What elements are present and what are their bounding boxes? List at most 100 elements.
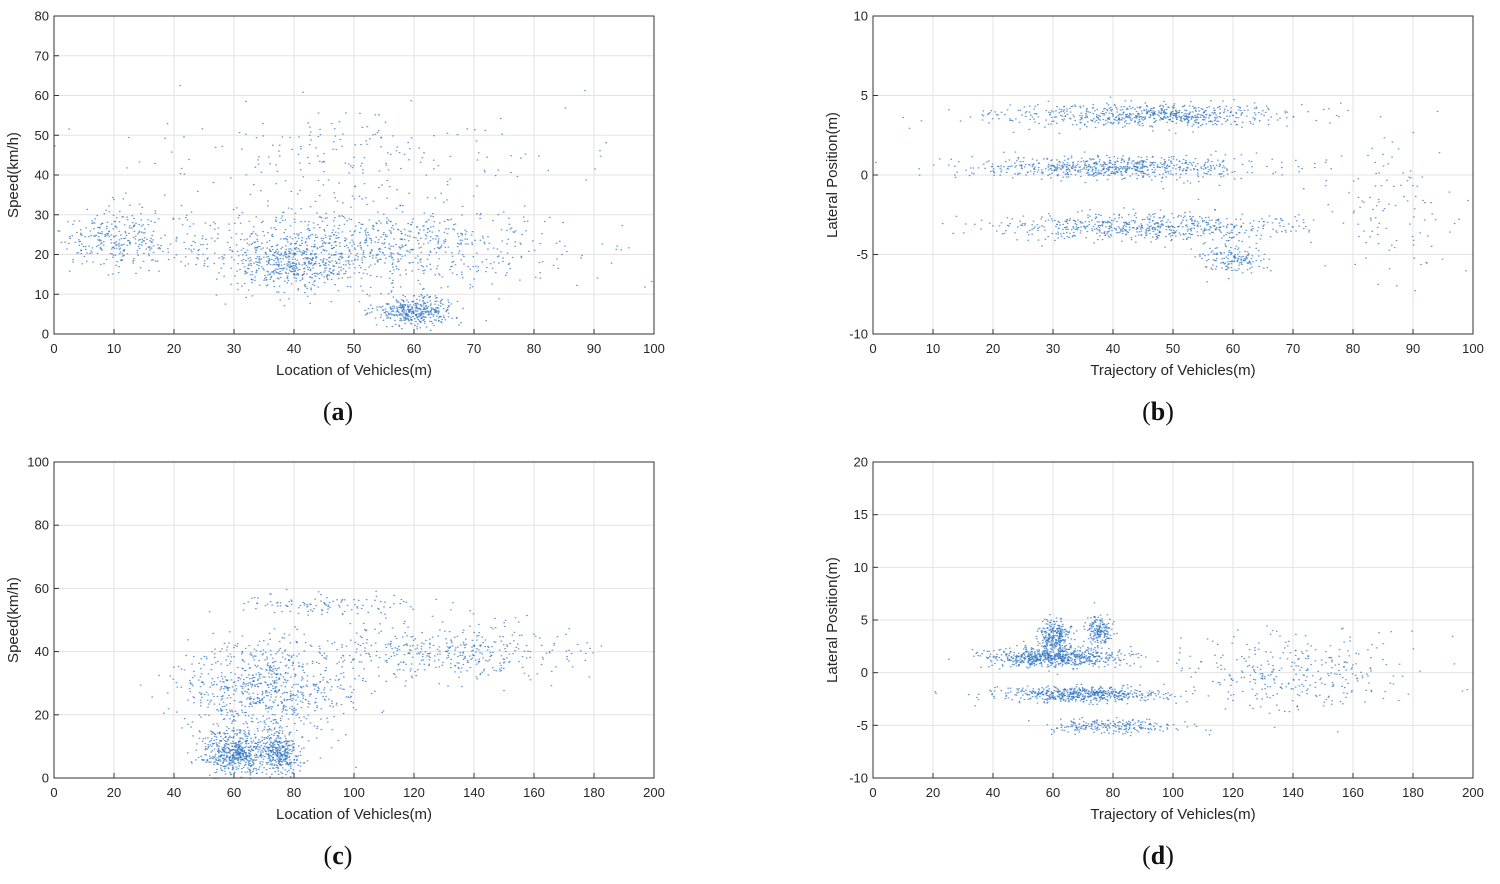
scatter-point	[1138, 225, 1140, 227]
scatter-point	[484, 171, 486, 173]
scatter-point	[1091, 228, 1093, 230]
scatter-point	[1021, 168, 1023, 170]
scatter-point	[439, 246, 442, 248]
scatter-point	[357, 256, 359, 258]
scatter-point	[466, 238, 469, 240]
scatter-point	[1016, 160, 1018, 162]
scatter-point	[429, 329, 432, 331]
scatter-point	[1223, 112, 1225, 114]
scatter-point	[1298, 171, 1300, 173]
scatter-point	[430, 320, 433, 323]
scatter-point	[254, 279, 256, 281]
scatter-point	[407, 142, 409, 144]
scatter-point	[1204, 216, 1207, 219]
scatter-point	[293, 274, 296, 276]
scatter-point	[245, 272, 247, 274]
scatter-point	[271, 233, 274, 236]
scatter-point	[227, 743, 229, 745]
scatter-point	[1218, 115, 1221, 118]
scatter-point	[1031, 228, 1033, 231]
scatter-point	[254, 246, 257, 248]
scatter-point	[1126, 231, 1129, 233]
scatter-point	[1222, 160, 1225, 162]
scatter-point	[1036, 159, 1038, 161]
scatter-point	[343, 273, 345, 275]
scatter-point	[1219, 230, 1221, 232]
scatter-point	[1412, 239, 1415, 241]
scatter-point	[941, 223, 944, 225]
scatter-point	[231, 754, 233, 756]
scatter-point	[458, 250, 461, 252]
scatter-point	[332, 148, 334, 150]
scatter-point	[1120, 158, 1123, 160]
scatter-point	[1281, 230, 1283, 233]
scatter-point	[319, 227, 321, 229]
scatter-point	[1238, 251, 1241, 253]
scatter-point	[1150, 164, 1153, 166]
scatter-point	[249, 769, 251, 771]
scatter-point	[397, 261, 399, 263]
scatter-point	[989, 112, 991, 114]
scatter-point	[1240, 258, 1243, 260]
scatter-point	[250, 243, 253, 245]
scatter-point	[280, 254, 283, 256]
scatter-point	[72, 259, 74, 261]
scatter-point	[1224, 154, 1227, 156]
scatter-point	[288, 298, 290, 300]
scatter-point	[278, 263, 280, 265]
scatter-point	[258, 261, 261, 263]
scatter-point	[1084, 164, 1086, 166]
scatter-point	[599, 155, 602, 157]
scatter-point	[401, 238, 403, 240]
scatter-point	[252, 761, 255, 764]
scatter-point	[1126, 168, 1129, 170]
scatter-point	[1142, 175, 1145, 177]
scatter-point	[1033, 108, 1035, 110]
scatter-point	[416, 298, 418, 300]
scatter-point	[1372, 208, 1374, 210]
scatter-point	[254, 241, 257, 243]
scatter-point	[1196, 119, 1198, 121]
scatter-point	[297, 288, 300, 290]
scatter-point	[1053, 165, 1055, 167]
scatter-point	[1100, 165, 1103, 167]
scatter-point	[1075, 166, 1077, 168]
scatter-point	[1047, 213, 1050, 215]
scatter-point	[1199, 253, 1201, 256]
scatter-point	[390, 220, 392, 222]
scatter-point	[1199, 225, 1202, 227]
scatter-point	[307, 235, 310, 237]
scatter-point	[1001, 233, 1004, 235]
scatter-point	[1363, 230, 1365, 232]
scatter-point	[1168, 156, 1170, 158]
scatter-point	[1084, 221, 1087, 223]
scatter-point	[1127, 231, 1129, 233]
scatter-point	[218, 749, 220, 752]
scatter-point	[354, 230, 356, 232]
scatter-point	[250, 259, 252, 261]
x-tick-label: 80	[527, 341, 541, 356]
scatter-point	[1164, 167, 1167, 169]
scatter-point	[259, 259, 261, 261]
scatter-point	[438, 230, 440, 232]
scatter-point	[1239, 106, 1241, 108]
scatter-point	[1182, 233, 1185, 235]
scatter-point	[1192, 223, 1194, 225]
scatter-point	[1438, 152, 1441, 154]
scatter-point	[225, 740, 227, 743]
scatter-point	[208, 755, 211, 757]
scatter-point	[1187, 236, 1189, 238]
scatter-point	[469, 284, 472, 286]
scatter-point	[372, 225, 374, 227]
scatter-point	[469, 268, 472, 270]
scatter-point	[1032, 173, 1035, 175]
scatter-point	[1101, 239, 1104, 241]
scatter-point	[340, 257, 343, 259]
scatter-point	[353, 247, 356, 249]
scatter-point	[1243, 109, 1246, 111]
scatter-point	[1179, 166, 1181, 168]
scatter-point	[1113, 213, 1115, 215]
scatter-point	[374, 317, 377, 319]
scatter-point	[1065, 228, 1067, 230]
scatter-point	[231, 764, 234, 766]
